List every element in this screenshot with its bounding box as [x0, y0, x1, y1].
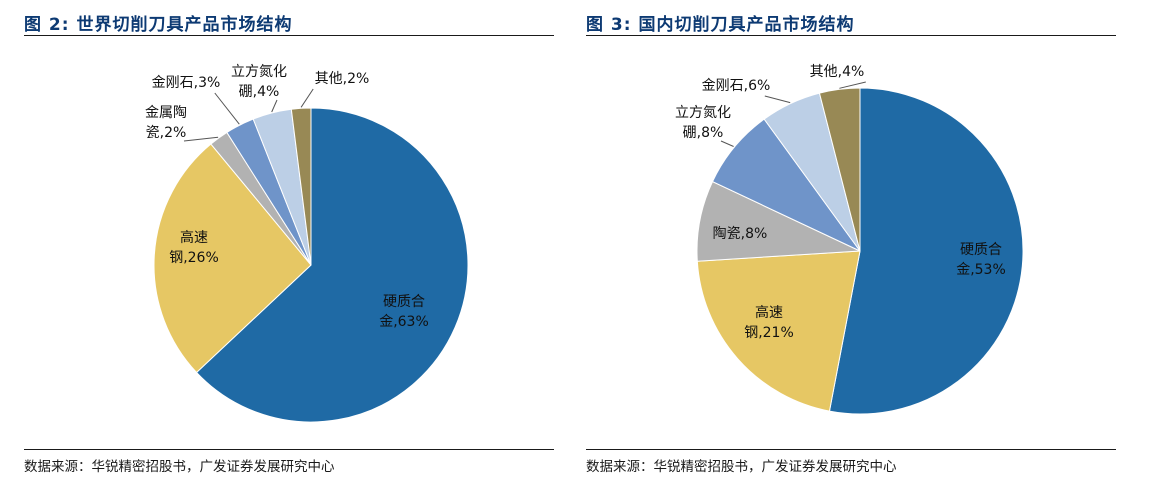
leader-line	[214, 92, 240, 125]
leader-line	[720, 140, 734, 147]
title-divider	[24, 35, 554, 36]
slice-label: 其他,4%	[810, 64, 865, 80]
slice-label: 陶瓷,8%	[713, 226, 768, 242]
pie-slice	[153, 143, 312, 374]
source-divider	[586, 449, 1116, 450]
leader-line	[300, 88, 314, 108]
slice-label: 立方氮化硼,4%	[231, 64, 287, 100]
pie-slice	[828, 87, 1024, 415]
pie-slice	[818, 87, 861, 252]
leader-line	[764, 95, 791, 104]
source-divider	[24, 449, 554, 450]
pie-slice	[195, 107, 469, 423]
leader-line	[839, 81, 866, 89]
source-note: 数据来源：华锐精密招股书，广发证券发展研究中心	[24, 459, 335, 475]
slice-label: 其他,2%	[315, 71, 370, 87]
chart-panel-world: 图 2: 世界切削刀具产品市场结构 硬质合金,63% 高速钢,26% 金属陶瓷,2%…	[24, 0, 554, 500]
slice-label: 高速钢,26%	[169, 229, 219, 266]
leader-line	[271, 99, 278, 113]
title-divider	[586, 35, 1116, 36]
leader-line	[183, 136, 219, 142]
pie-labels: 硬质合金,63% 高速钢,26% 金属陶瓷,2% 金刚石,3% 立方氮化硼,4% 其他,2…	[145, 64, 429, 330]
slice-label: 金属陶瓷,2%	[145, 105, 187, 141]
chart-title: 图 2: 世界切削刀具产品市场结构	[24, 15, 293, 35]
pie-slice	[290, 107, 312, 266]
pie-slice	[696, 250, 861, 412]
pie-chart-world: 硬质合金,63% 高速钢,26% 金属陶瓷,2% 金刚石,3% 立方氮化硼,4% 其他,2…	[145, 64, 469, 423]
source-note: 数据来源：华锐精密招股书，广发证券发展研究中心	[586, 459, 897, 475]
chart-title: 图 3: 国内切削刀具产品市场结构	[586, 15, 855, 35]
slice-label: 硬质合金,53%	[956, 242, 1006, 278]
pie-labels: 硬质合金,53% 高速钢,21% 陶瓷,8% 立方氮化硼,8% 金刚石,6% 其他,4%	[675, 64, 1006, 341]
slice-label: 高速钢,21%	[744, 304, 794, 341]
pie-slices	[696, 87, 1024, 415]
pie-chart-domestic: 硬质合金,53% 高速钢,21% 陶瓷,8% 立方氮化硼,8% 金刚石,6% 其他,4%	[675, 64, 1024, 415]
pie-slices	[153, 107, 469, 423]
slice-label: 硬质合金,63%	[379, 294, 429, 330]
slice-label: 金刚石,6%	[702, 78, 771, 94]
slice-label: 立方氮化硼,8%	[675, 105, 731, 141]
slice-label: 金刚石,3%	[152, 75, 221, 91]
chart-panel-domestic: 图 3: 国内切削刀具产品市场结构 硬质合金,53% 高速钢,21% 陶瓷,8% 立方…	[586, 0, 1116, 500]
